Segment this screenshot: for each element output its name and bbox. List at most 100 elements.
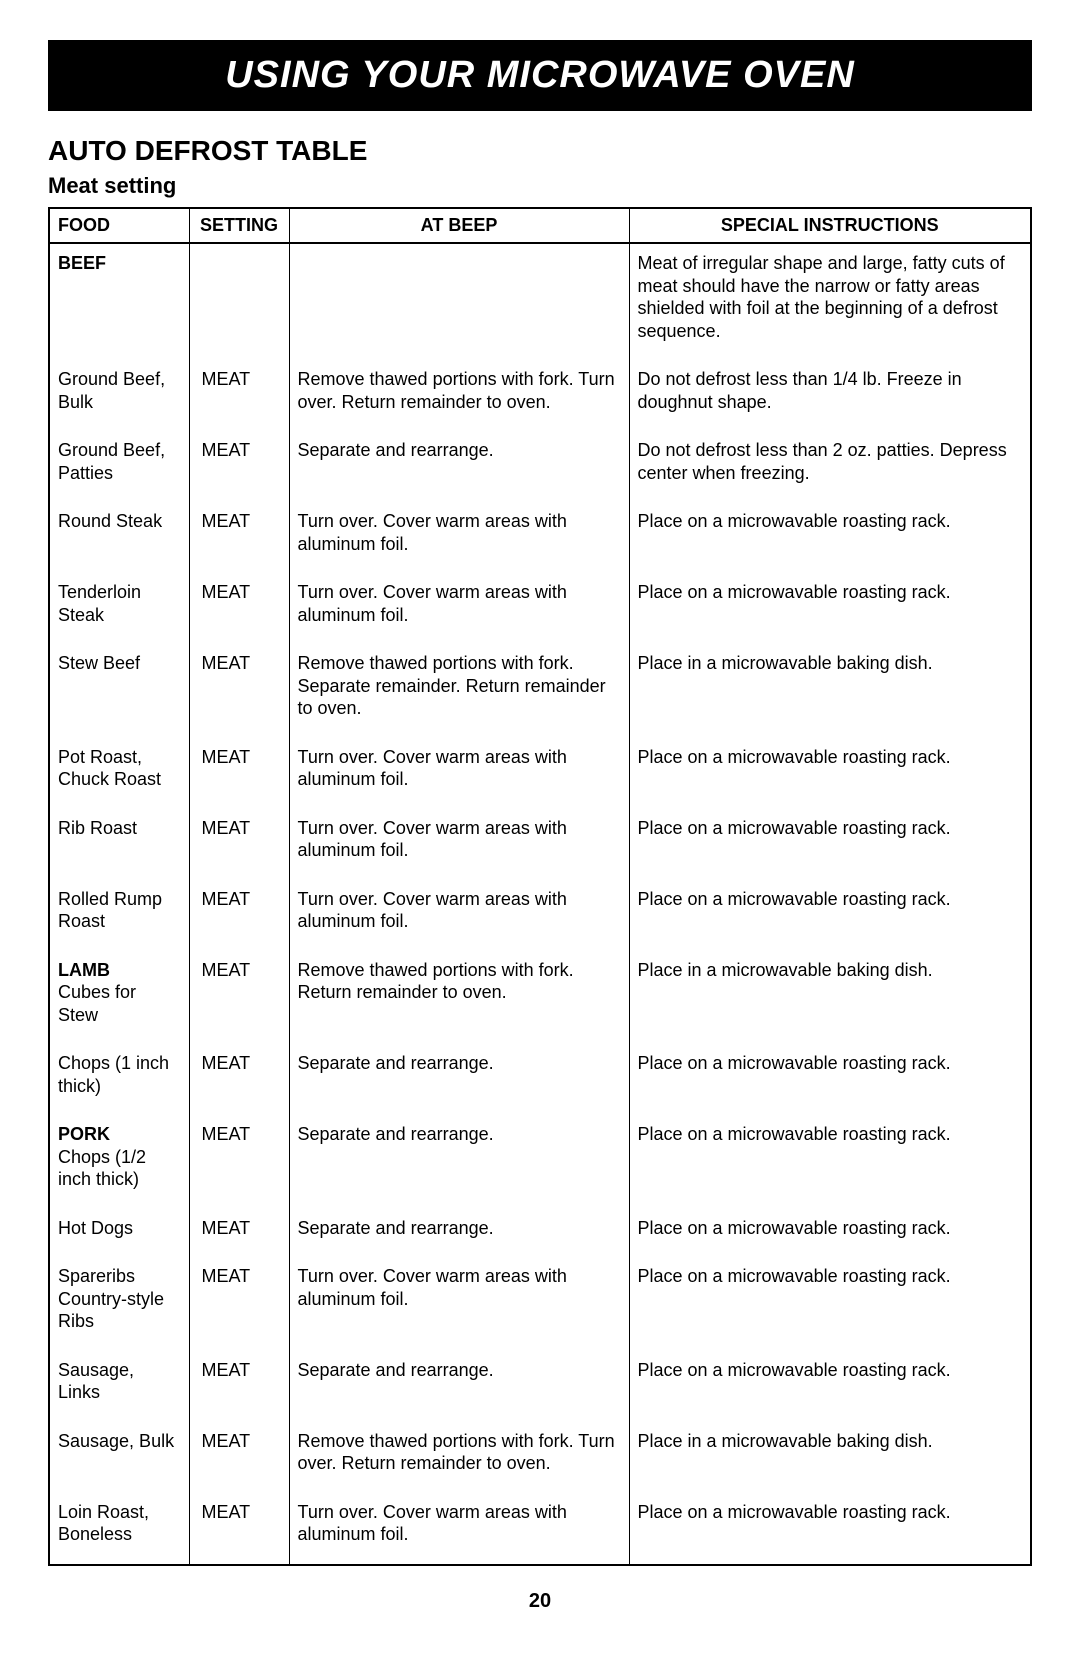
header-instructions: SPECIAL INSTRUCTIONS <box>629 208 1031 243</box>
cell-instructions: Do not defrost less than 2 oz. patties. … <box>629 431 1031 502</box>
cell-food: Tenderloin Steak <box>49 573 189 644</box>
cell-setting: MEAT <box>189 573 289 644</box>
cell-food: Pot Roast, Chuck Roast <box>49 738 189 809</box>
cell-instructions: Do not defrost less than 1/4 lb. Freeze … <box>629 360 1031 431</box>
table-row: BEEF Meat of irregular shape and large, f… <box>49 243 1031 360</box>
cell-food: Sausage, Links <box>49 1351 189 1422</box>
cell-instructions: Place on a microwavable roasting rack. <box>629 1493 1031 1565</box>
cell-at-beep: Turn over. Cover warm areas with aluminu… <box>289 809 629 880</box>
cell-instructions: Meat of irregular shape and large, fatty… <box>629 243 1031 360</box>
cell-instructions: Place on a microwavable roasting rack. <box>629 1044 1031 1115</box>
food-label: Sausage, Links <box>58 1360 134 1403</box>
food-label: Cubes for Stew <box>58 982 136 1025</box>
category-label: BEEF <box>58 253 106 273</box>
cell-food: Rib Roast <box>49 809 189 880</box>
category-label: PORK <box>58 1124 110 1144</box>
cell-at-beep: Turn over. Cover warm areas with aluminu… <box>289 502 629 573</box>
cell-food: Chops (1 inch thick) <box>49 1044 189 1115</box>
cell-instructions: Place on a microwavable roasting rack. <box>629 809 1031 880</box>
table-row: Rib Roast MEATTurn over. Cover warm areas… <box>49 809 1031 880</box>
cell-food: PORK Chops (1/2 inch thick) <box>49 1115 189 1209</box>
food-label: Chops (1 inch thick) <box>58 1053 169 1096</box>
cell-food: Sausage, Bulk <box>49 1422 189 1493</box>
cell-at-beep: Separate and rearrange. <box>289 1044 629 1115</box>
cell-at-beep: Turn over. Cover warm areas with aluminu… <box>289 573 629 644</box>
cell-setting: MEAT <box>189 431 289 502</box>
cell-instructions: Place in a microwavable baking dish. <box>629 1422 1031 1493</box>
subtitle: Meat setting <box>48 173 1032 199</box>
cell-setting: MEAT <box>189 951 289 1045</box>
table-row: LAMBCubes for Stew MEATRemove thawed port… <box>49 951 1031 1045</box>
food-label: Loin Roast, Boneless <box>58 1502 149 1545</box>
cell-food: Round Steak <box>49 502 189 573</box>
table-row: PORK Chops (1/2 inch thick) MEATSeparate a… <box>49 1115 1031 1209</box>
cell-at-beep: Turn over. Cover warm areas with aluminu… <box>289 1257 629 1351</box>
cell-setting: MEAT <box>189 360 289 431</box>
cell-setting: MEAT <box>189 1044 289 1115</box>
cell-at-beep: Remove thawed portions with fork. Return… <box>289 951 629 1045</box>
food-label: Chops (1/2 inch thick) <box>58 1147 146 1190</box>
food-label: Hot Dogs <box>58 1218 133 1238</box>
cell-setting: MEAT <box>189 644 289 738</box>
cell-at-beep: Turn over. Cover warm areas with aluminu… <box>289 1493 629 1565</box>
cell-setting: MEAT <box>189 1351 289 1422</box>
cell-setting: MEAT <box>189 809 289 880</box>
cell-food: Loin Roast, Boneless <box>49 1493 189 1565</box>
cell-setting: MEAT <box>189 1209 289 1258</box>
cell-at-beep: Turn over. Cover warm areas with aluminu… <box>289 738 629 809</box>
table-row: Stew Beef MEATRemove thawed portions with… <box>49 644 1031 738</box>
cell-food: Ground Beef, Patties <box>49 431 189 502</box>
food-label: Stew Beef <box>58 653 140 673</box>
cell-at-beep: Separate and rearrange. <box>289 431 629 502</box>
cell-food: Spareribs Country-style Ribs <box>49 1257 189 1351</box>
cell-food: Hot Dogs <box>49 1209 189 1258</box>
cell-at-beep: Separate and rearrange. <box>289 1115 629 1209</box>
cell-instructions: Place on a microwavable roasting rack. <box>629 1209 1031 1258</box>
table-row: Ground Beef, Patties MEATSeparate and rea… <box>49 431 1031 502</box>
cell-setting: MEAT <box>189 1493 289 1565</box>
table-row: Ground Beef, Bulk MEATRemove thawed porti… <box>49 360 1031 431</box>
cell-instructions: Place on a microwavable roasting rack. <box>629 738 1031 809</box>
cell-food: Stew Beef <box>49 644 189 738</box>
cell-food: Rolled Rump Roast <box>49 880 189 951</box>
header-setting: SETTING <box>189 208 289 243</box>
table-row: Chops (1 inch thick) MEATSeparate and rea… <box>49 1044 1031 1115</box>
defrost-table: FOOD SETTING AT BEEP SPECIAL INSTRUCTION… <box>48 207 1032 1566</box>
food-label: Ground Beef, Bulk <box>58 369 165 412</box>
cell-setting: MEAT <box>189 502 289 573</box>
food-label: Rib Roast <box>58 818 137 838</box>
cell-instructions: Place in a microwavable baking dish. <box>629 951 1031 1045</box>
cell-at-beep: Separate and rearrange. <box>289 1209 629 1258</box>
food-label: Pot Roast, Chuck Roast <box>58 747 161 790</box>
table-row: Tenderloin SteakMEATTurn over. Cover war… <box>49 573 1031 644</box>
table-row: Sausage, Links MEATSeparate and rearrange… <box>49 1351 1031 1422</box>
cell-setting: MEAT <box>189 1115 289 1209</box>
food-label: Sausage, Bulk <box>58 1431 174 1451</box>
table-row: Rolled Rump Roast MEATTurn over. Cover wa… <box>49 880 1031 951</box>
cell-instructions: Place on a microwavable roasting rack. <box>629 502 1031 573</box>
page-number: 20 <box>48 1590 1032 1613</box>
header-beep: AT BEEP <box>289 208 629 243</box>
cell-at-beep: Remove thawed portions with fork. Separa… <box>289 644 629 738</box>
cell-at-beep: Remove thawed portions with fork. Turn o… <box>289 360 629 431</box>
cell-setting: MEAT <box>189 1257 289 1351</box>
food-label: Rolled Rump Roast <box>58 889 162 932</box>
table-row: Loin Roast, Boneless MEATTurn over. Cover… <box>49 1493 1031 1565</box>
food-label: Spareribs Country-style Ribs <box>58 1266 164 1331</box>
cell-setting: MEAT <box>189 880 289 951</box>
food-label: Ground Beef, Patties <box>58 440 165 483</box>
cell-instructions: Place in a microwavable baking dish. <box>629 644 1031 738</box>
section-title: AUTO DEFROST TABLE <box>48 135 1032 167</box>
cell-setting: MEAT <box>189 1422 289 1493</box>
table-body: BEEF Meat of irregular shape and large, f… <box>49 243 1031 1565</box>
table-header-row: FOOD SETTING AT BEEP SPECIAL INSTRUCTION… <box>49 208 1031 243</box>
cell-food: BEEF <box>49 243 189 360</box>
cell-at-beep: Separate and rearrange. <box>289 1351 629 1422</box>
cell-at-beep: Remove thawed portions with fork. Turn o… <box>289 1422 629 1493</box>
table-row: Hot Dogs MEATSeparate and rearrange.Place… <box>49 1209 1031 1258</box>
category-label: LAMB <box>58 960 110 980</box>
cell-food: Ground Beef, Bulk <box>49 360 189 431</box>
cell-setting <box>189 243 289 360</box>
page-banner: USING YOUR MICROWAVE OVEN <box>48 40 1032 111</box>
cell-at-beep: Turn over. Cover warm areas with aluminu… <box>289 880 629 951</box>
